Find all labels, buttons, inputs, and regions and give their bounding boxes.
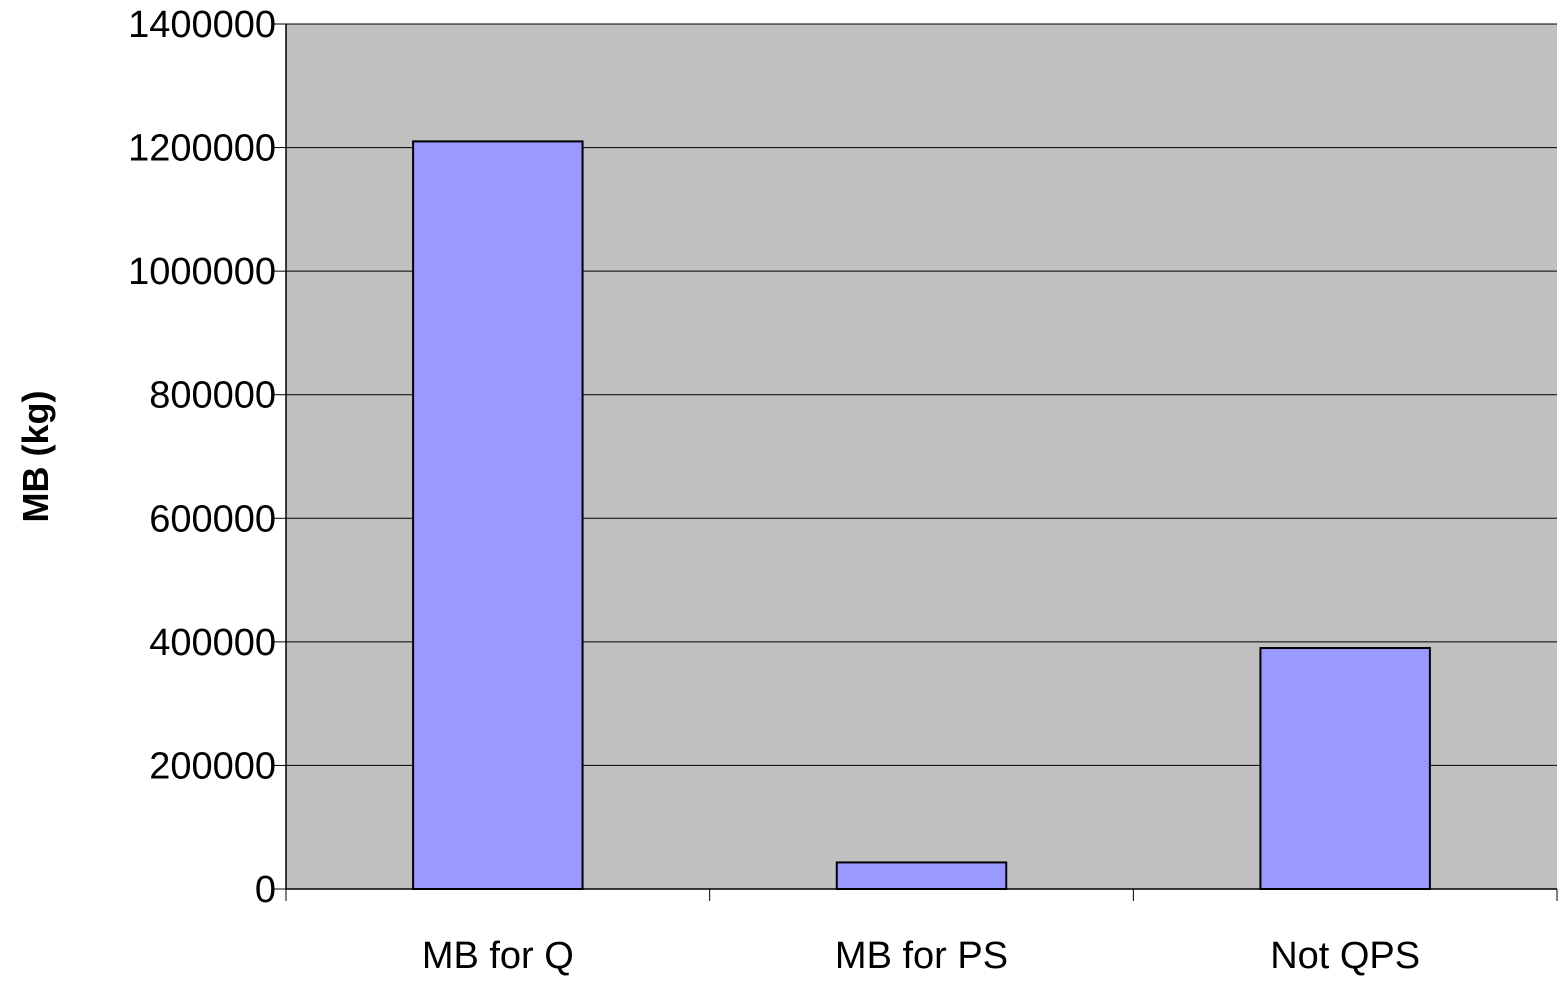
y-tick-label: 600000 [149,498,276,540]
y-tick-label: 800000 [149,375,276,417]
y-tick-label: 200000 [149,745,276,787]
x-tick-label: MB for PS [835,935,1008,977]
axes [274,23,1558,901]
x-tick-label: Not QPS [1270,935,1420,977]
y-tick-label: 1400000 [128,4,276,46]
y-axis-title: MB (kg) [15,391,56,523]
y-tick-labels: 0 200000 400000 600000 800000 1000000 1200000 1… [128,4,276,911]
y-tick-label: 1000000 [128,251,276,293]
y-tick-label: 400000 [149,622,276,664]
bar-mb-for-q [412,140,584,890]
x-tick-label: MB for Q [422,935,574,977]
y-tick-label: 1200000 [128,128,276,170]
bar-mb-for-ps [835,861,1008,890]
bar-not-qps [1259,647,1431,890]
y-tick-label: 0 [255,869,276,911]
x-tick-labels: MB for Q MB for PS Not QPS [422,935,1420,977]
